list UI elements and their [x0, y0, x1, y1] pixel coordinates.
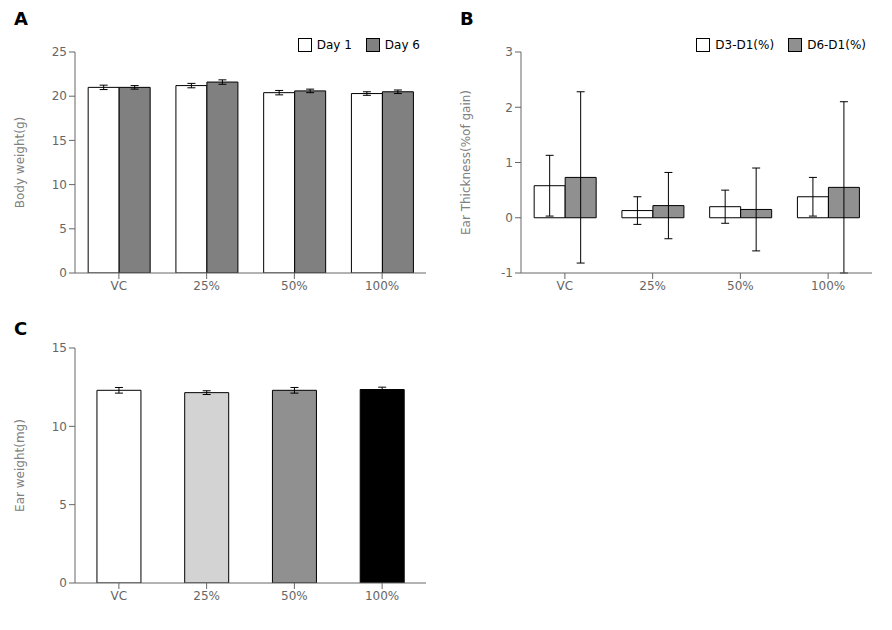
svg-text:15: 15	[52, 341, 67, 355]
svg-text:25%: 25%	[193, 279, 220, 293]
svg-text:Ear weight(mg): Ear weight(mg)	[13, 419, 27, 512]
svg-text:100%: 100%	[365, 589, 399, 603]
svg-text:Body weight(g): Body weight(g)	[13, 117, 27, 209]
svg-text:25: 25	[52, 45, 67, 59]
html-text:A: A	[14, 8, 28, 29]
svg-text:50%: 50%	[727, 279, 754, 293]
svg-text:15: 15	[52, 134, 67, 148]
html-text:B: B	[460, 8, 474, 29]
svg-text:50%: 50%	[281, 279, 308, 293]
svg-text:100%: 100%	[365, 279, 399, 293]
html-text:D6-D1(%): D6-D1(%)	[807, 38, 866, 52]
html-text:Day 1: Day 1	[316, 38, 352, 52]
svg-text:0: 0	[505, 211, 513, 225]
svg-text:25%: 25%	[639, 279, 666, 293]
svg-text:VC: VC	[111, 589, 128, 603]
svg-text:10: 10	[52, 178, 67, 192]
svg-text:5: 5	[59, 222, 67, 236]
svg-text:10: 10	[52, 420, 67, 434]
svg-text:VC: VC	[111, 279, 128, 293]
svg-text:0: 0	[59, 576, 67, 590]
html-text:Day 6: Day 6	[384, 38, 420, 52]
svg-text:-1: -1	[501, 266, 513, 280]
svg-text:VC: VC	[557, 279, 574, 293]
svg-text:Ear Thickness(%of gain): Ear Thickness(%of gain)	[459, 90, 473, 235]
html-text:C: C	[14, 318, 28, 339]
svg-text:2: 2	[505, 101, 513, 115]
svg-text:3: 3	[505, 45, 513, 59]
svg-text:1: 1	[505, 156, 513, 170]
svg-text:20: 20	[52, 89, 67, 103]
svg-text:0: 0	[59, 266, 67, 280]
svg-text:25%: 25%	[193, 589, 220, 603]
svg-text:50%: 50%	[281, 589, 308, 603]
svg-text:100%: 100%	[811, 279, 845, 293]
html-text:D3-D1(%): D3-D1(%)	[715, 38, 775, 52]
svg-text:5: 5	[59, 498, 67, 512]
